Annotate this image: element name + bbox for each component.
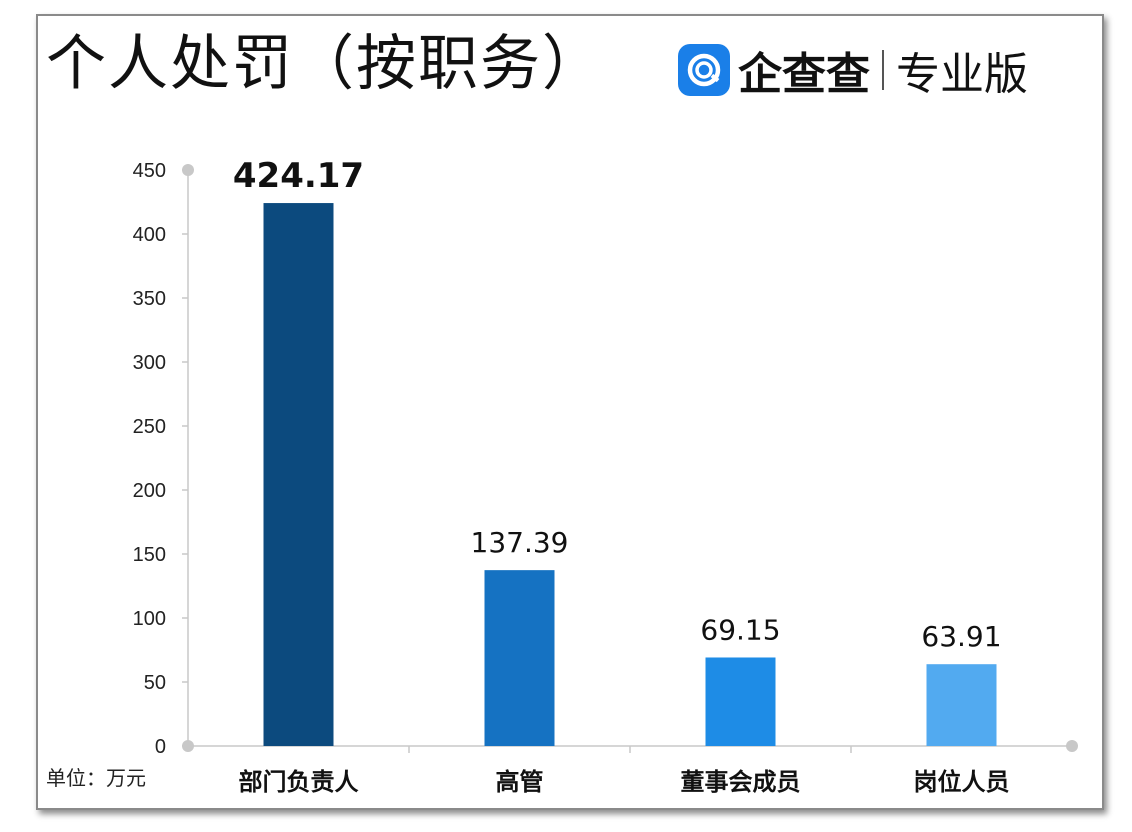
brand-logo-group: 企查查 专业版 [678, 42, 1028, 100]
chart-frame: 个人处罚（按职务） 企查查 专业版 0 50 100 150 200 250 300 350 4… [36, 14, 1104, 810]
unit-label: 单位：万元 [46, 766, 146, 790]
chart-title: 个人处罚（按职务） [46, 29, 604, 99]
brand-edition: 专业版 [896, 49, 1028, 100]
y-tick-label: 350 [133, 288, 166, 310]
y-tick-label: 400 [133, 224, 166, 246]
bar-chart: 0 50 100 150 200 250 300 350 400 450 424.17 部门负责人 13… [133, 156, 1078, 796]
y-tick-label: 300 [133, 352, 166, 374]
qcc-logo-icon [678, 44, 730, 96]
y-tick-label: 150 [133, 544, 166, 566]
x-category-label: 高管 [496, 768, 544, 796]
x-category-label: 部门负责人 [239, 768, 359, 796]
y-tick-label: 100 [133, 608, 166, 630]
bar [926, 664, 997, 746]
y-tick-label: 50 [144, 672, 166, 694]
bar [705, 657, 776, 746]
y-tick-label: 250 [133, 416, 166, 438]
brand-name: 企查查 [738, 49, 870, 100]
data-label: 69.15 [700, 613, 780, 646]
data-label: 424.17 [233, 156, 364, 196]
bar [484, 570, 555, 746]
x-axis-end-marker [1066, 740, 1078, 752]
y-tick-label: 200 [133, 480, 166, 502]
x-category-label: 岗位人员 [914, 768, 1010, 796]
x-category-label: 董事会成员 [681, 768, 801, 796]
brand-separator [882, 50, 884, 90]
y-tick-label: 450 [133, 160, 166, 182]
y-tick-label: 0 [155, 736, 166, 758]
data-label: 137.39 [471, 526, 569, 559]
bar [263, 203, 334, 747]
data-label: 63.91 [921, 620, 1001, 653]
